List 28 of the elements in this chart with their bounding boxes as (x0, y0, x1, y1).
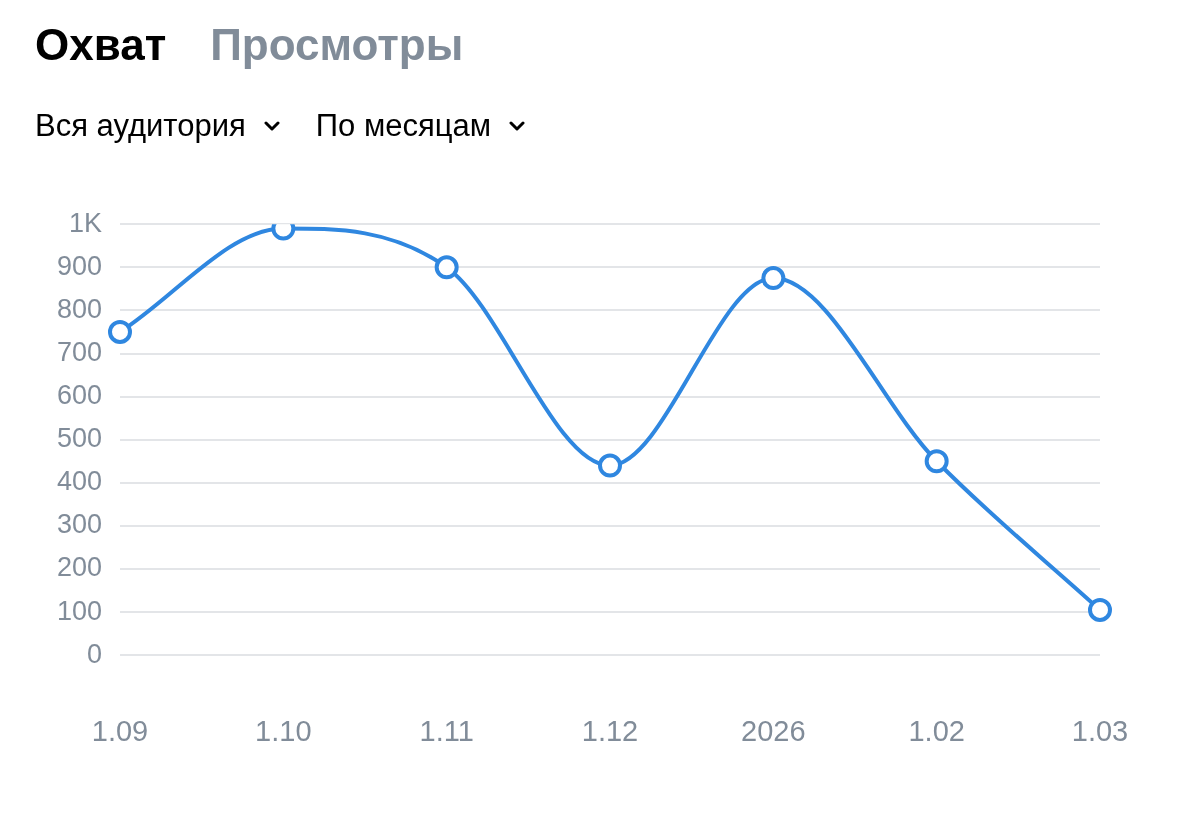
point (598, 453, 622, 478)
point (924, 449, 949, 474)
point (1088, 597, 1112, 622)
y-tick-label: 800 (56, 293, 102, 324)
point (434, 255, 459, 280)
x-tick-label: 1.09 (91, 714, 149, 747)
x-tick-label: 1.03 (1071, 714, 1129, 747)
text: Вся аудитория (35, 108, 246, 144)
chart-subtitle: Просмотры (210, 20, 464, 69)
x-tick-label: 2026 (741, 714, 806, 747)
y-tick-label: 700 (56, 336, 102, 367)
y-tick-label: 0 (86, 638, 102, 669)
x-tick-label: 1.12 (581, 714, 639, 747)
y-tick-label: 300 (56, 509, 102, 540)
point (761, 266, 786, 291)
x-tick-label: 1.02 (908, 714, 965, 747)
chart-title: Охват (35, 20, 167, 69)
y-tick-label: 1K (68, 207, 102, 238)
y-tick-label: 600 (56, 380, 102, 411)
x-tick-label: 1.11 (419, 714, 474, 747)
y-tick-label: 100 (56, 595, 102, 626)
y-tick-label: 900 (56, 250, 102, 281)
point (108, 319, 132, 344)
y-tick-label: 500 (56, 423, 102, 454)
x-tick-label: 1.10 (255, 714, 312, 747)
y-tick-label: 200 (56, 552, 102, 583)
y-tick-label: 400 (56, 466, 102, 497)
text: По месяцам (315, 108, 492, 144)
